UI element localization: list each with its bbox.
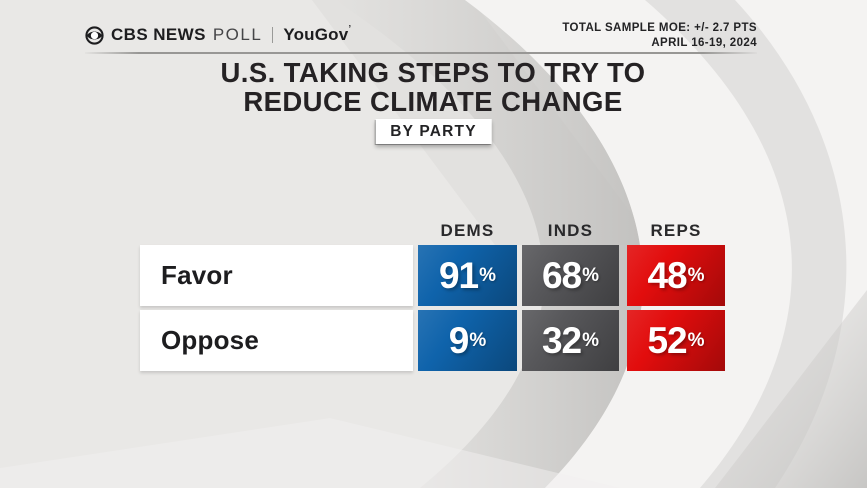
value-cell-favor-inds: 68% [522,245,619,306]
value-cell-oppose-reps: 52% [627,310,725,371]
value-cell-favor-dems: 91% [418,245,517,306]
page-title-line-1: U.S. TAKING STEPS TO TRY TO [220,57,646,88]
value-cell-oppose-dems: 9% [418,310,517,371]
percent-sign: % [687,264,705,286]
page-title: U.S. TAKING STEPS TO TRY TO REDUCE CLIMA… [58,58,808,116]
brand-logo: CBS NEWS POLL YouGov’ [85,24,351,46]
moe-line-1: TOTAL SAMPLE MOE: +/- 2.7 PTS [562,22,757,34]
value-number: 9 [448,319,470,361]
page-title-line-2: REDUCE CLIMATE CHANGE [243,86,623,117]
value-number: 32 [541,319,582,361]
brand-yougov: YouGov’ [283,24,352,45]
percent-sign: % [469,329,487,351]
percent-sign: % [582,264,600,286]
value-number: 52 [647,319,687,361]
value-cell-favor-reps: 48% [627,245,725,306]
column-header-inds: INDS [547,221,594,240]
percent-sign: % [479,264,497,286]
cbs-eye-icon [85,25,104,45]
brand-poll: POLL [212,25,263,44]
value-number: 68 [541,254,582,296]
moe-line-2: APRIL 16-19, 2024 [651,37,757,49]
value-number: 91 [438,254,479,296]
header-divider [85,52,757,54]
by-party-badge: BY PARTY [375,119,492,144]
value-number: 48 [647,254,687,296]
sample-moe-note: TOTAL SAMPLE MOE: +/- 2.7 PTS APRIL 16-1… [562,21,757,51]
column-header-reps: REPS [650,221,702,240]
brand-separator [272,27,274,43]
yougov-trademark-mark: ’ [348,24,352,35]
percent-sign: % [582,329,600,351]
brand-cbs-news: CBS NEWS [111,25,206,44]
row-label-favor: Favor [140,245,413,306]
column-header-dems: DEMS [440,221,495,240]
percent-sign: % [687,329,705,351]
row-label-oppose: Oppose [140,310,413,371]
value-cell-oppose-inds: 32% [522,310,619,371]
